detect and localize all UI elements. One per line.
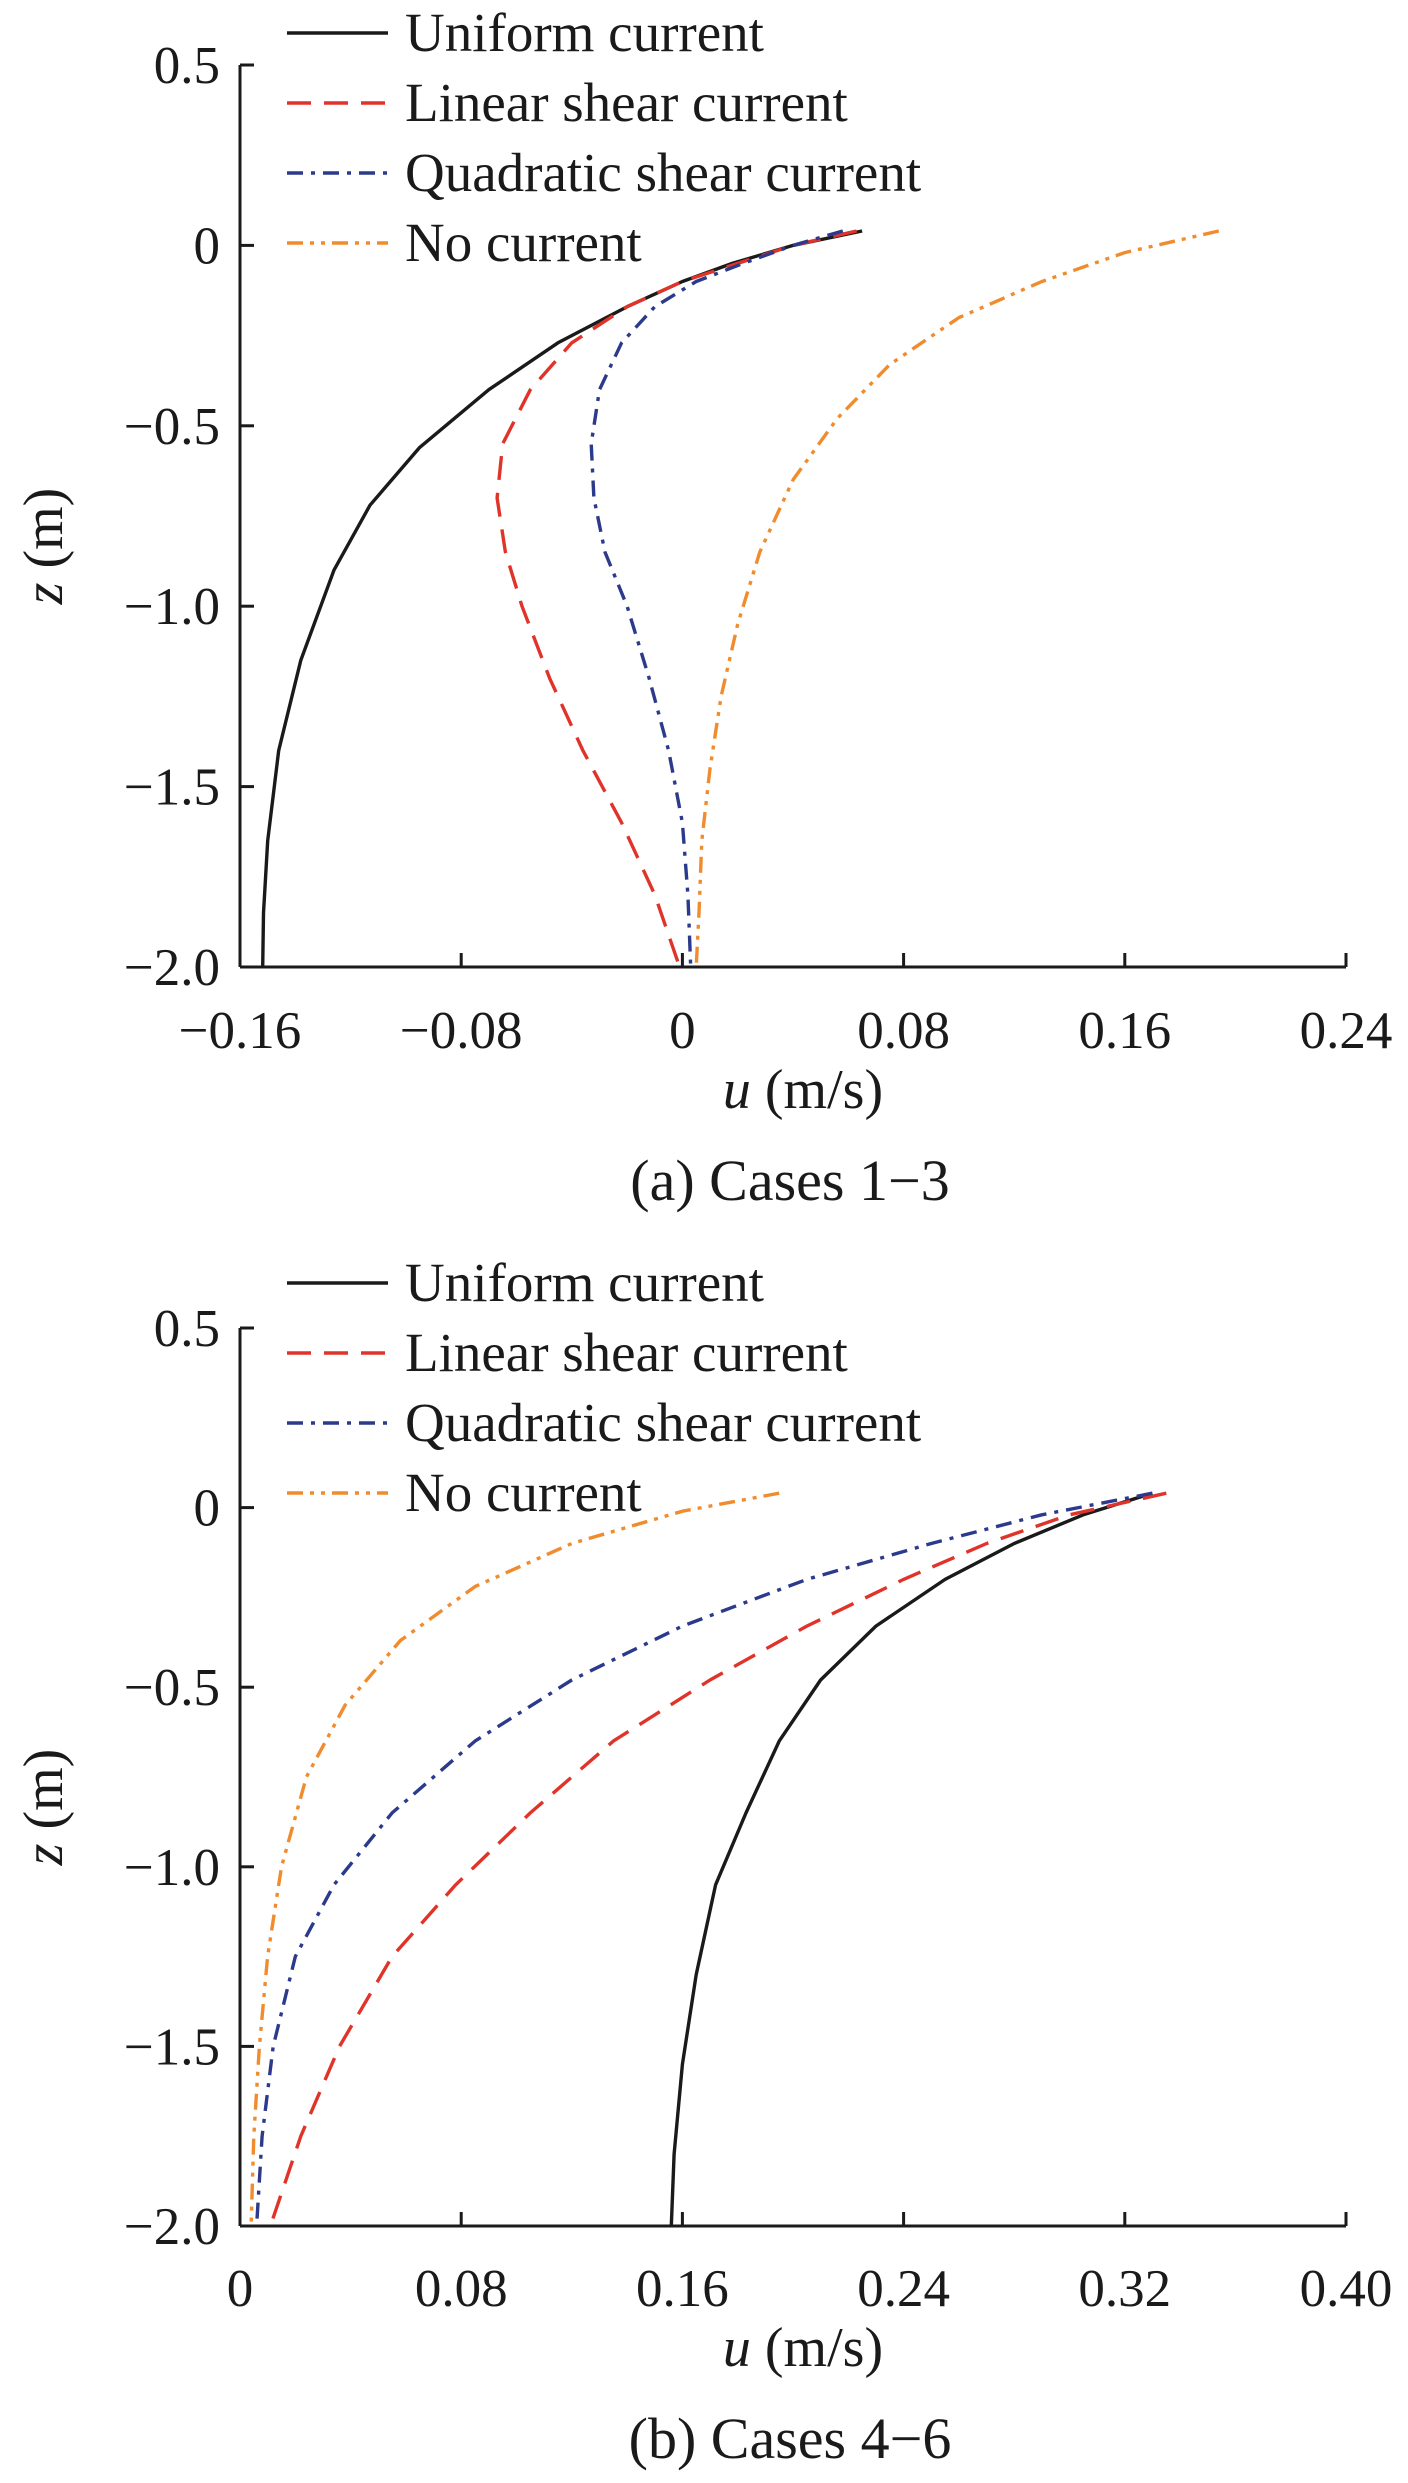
y-axis-unit: (m) [13,488,75,583]
legend-label-2: Linear shear current [405,1322,848,1383]
x-axis-symbol: u [723,1059,751,1121]
series-line-1 [261,229,863,968]
x-tick-label: 0.08 [857,1002,950,1060]
y-tick-label: 0.5 [154,1300,220,1358]
series-line-3 [254,1491,1153,2227]
x-tick-label: 0.24 [1300,1002,1393,1060]
y-tick-label: −2.0 [124,939,220,997]
legend-label-4: No current [405,212,642,273]
panel-caption: (b) Cases 4−6 [629,2406,952,2471]
series-line-2 [268,1491,1167,2227]
y-tick-label: −1.0 [124,578,220,636]
y-tick-label: −1.5 [124,759,220,817]
x-axis-unit: (m/s) [751,1059,883,1121]
y-tick-label: −2.0 [124,2198,220,2256]
x-tick-label: 0 [669,1002,696,1060]
y-axis-label: z (m) [13,488,75,606]
x-tick-label: 0.32 [1078,2260,1171,2318]
x-axis-label: u (m/s) [723,2317,883,2379]
x-tick-label: 0.40 [1300,2260,1393,2318]
panel-caption: (a) Cases 1−3 [630,1148,949,1213]
chart-panel-2: 0.50−0.5−1.0−1.5−2.00 0.08 0.16 0.24 0.32 0.4… [13,1252,1392,2471]
y-tick-label: −1.0 [124,1839,220,1897]
chart-panel-1: 0.5 0 −0.5 −1.0 −1.5 −2.0−0.16 −0.08 0 0.08 0.16 0… [13,2,1392,1213]
y-tick-label: 0 [194,217,221,275]
x-tick-label: −0.16 [179,1002,302,1060]
series-line-4 [249,1491,780,2227]
x-axis-unit: (m/s) [751,2317,883,2379]
y-axis-label: z (m) [13,1749,75,1867]
x-tick-label: 0 [227,2260,254,2318]
legend-label-1: Uniform current [405,1252,764,1313]
y-axis-symbol: z [13,582,75,605]
y-tick-label: 0 [194,1480,221,1538]
x-axis-symbol: u [723,2317,751,2379]
y-tick-label: 0.5 [154,37,220,95]
y-axis-symbol: z [13,1843,75,1866]
x-tick-label: −0.08 [400,1002,523,1060]
x-tick-label: 0.24 [857,2260,950,2318]
y-tick-label: −0.5 [124,398,220,456]
y-tick-label: −1.5 [124,2018,220,2076]
series-line-1 [669,1491,1153,2227]
y-axis-unit: (m) [13,1749,75,1844]
x-axis-label: u (m/s) [723,1059,883,1121]
legend-label-3: Quadratic shear current [405,1392,921,1453]
y-tick-label: −0.5 [124,1659,220,1717]
legend-label-2: Linear shear current [405,72,848,133]
x-tick-label: 0.16 [1078,1002,1171,1060]
legend-label-1: Uniform current [405,2,764,63]
legend-label-4: No current [405,1462,642,1523]
x-tick-label: 0.16 [636,2260,729,2318]
series-line-3 [589,229,844,968]
legend: Uniform current Linear shear current Quadr… [287,2,921,273]
legend: Uniform current Linear shear current Quadr… [287,1252,921,1523]
series-line-2 [495,229,857,968]
legend-label-3: Quadratic shear current [405,142,921,203]
x-tick-label: 0.08 [415,2260,508,2318]
series-line-4 [694,229,1220,968]
